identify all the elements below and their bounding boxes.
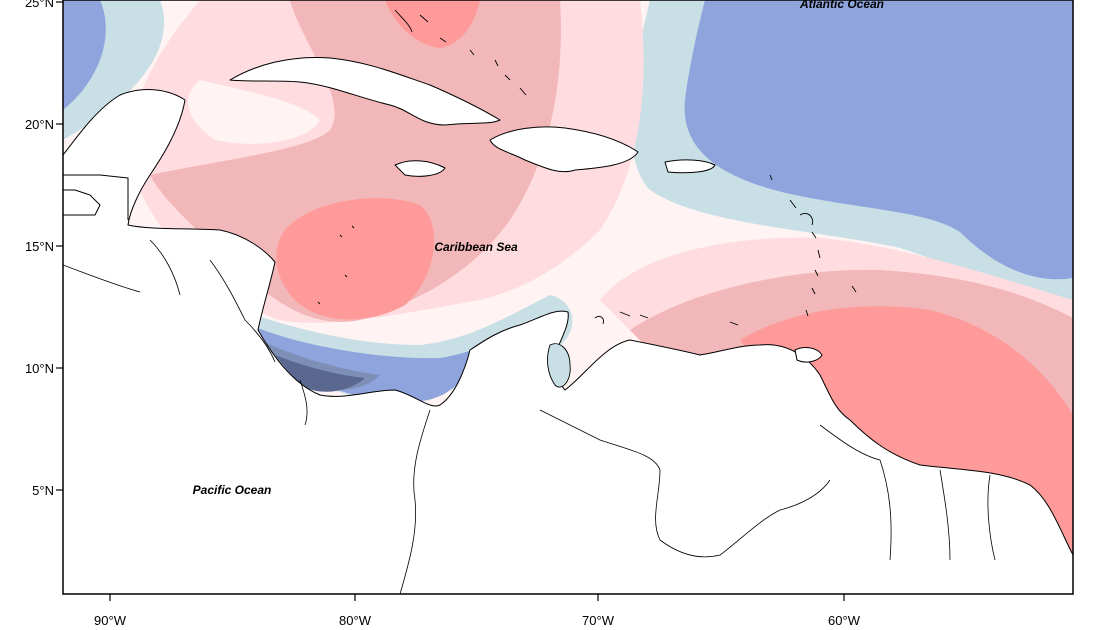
island-bahamas [394,9,527,96]
y-ticks [56,1,63,491]
x-ticks [109,594,845,601]
y-tick-label-15n: 15°N [25,239,54,254]
map-frame [62,0,1074,595]
lake-maracaibo [547,343,571,388]
field-pale-lens [188,80,320,144]
field-atlantic-blue [684,0,1073,280]
label-atlantic-ocean: Atlantic Ocean [799,0,884,11]
island-cuba [229,56,501,126]
island-jamaica [394,160,446,177]
map-plot-area [63,0,1073,594]
borders-south-america [399,409,996,594]
land-mexico-box [63,189,101,216]
field-caribbean-core [276,198,435,320]
island-puerto-rico [664,159,716,174]
land-americas [63,89,1073,594]
x-tick-label-80w: 80°W [339,613,372,628]
island-abc [594,311,739,326]
borders-central-america [63,239,308,426]
island-hispaniola [489,126,639,173]
x-tick-label-90w: 90°W [94,613,127,628]
label-pacific-ocean: Pacific Ocean [193,483,272,497]
field-sw-deep-blue [275,355,365,392]
field-bahamas-core [385,0,480,48]
label-caribbean-sea: Caribbean Sea [434,240,518,254]
x-tick-label-70w: 70°W [582,613,615,628]
y-tick-label-10n: 10°N [25,361,54,376]
y-tick-label-20n: 20°N [25,117,54,132]
y-tick-label-5n: 5°N [32,483,54,498]
y-tick-label-25n: 25°N [25,0,54,10]
land-yucatan-inlet [63,174,129,220]
island-specks [317,225,355,305]
island-lesser-antilles [769,174,857,317]
field-nw-blue [63,0,106,110]
x-tick-label-60w: 60°W [828,613,861,628]
island-trinidad [794,347,823,363]
field-caribbean-pink [150,0,561,322]
